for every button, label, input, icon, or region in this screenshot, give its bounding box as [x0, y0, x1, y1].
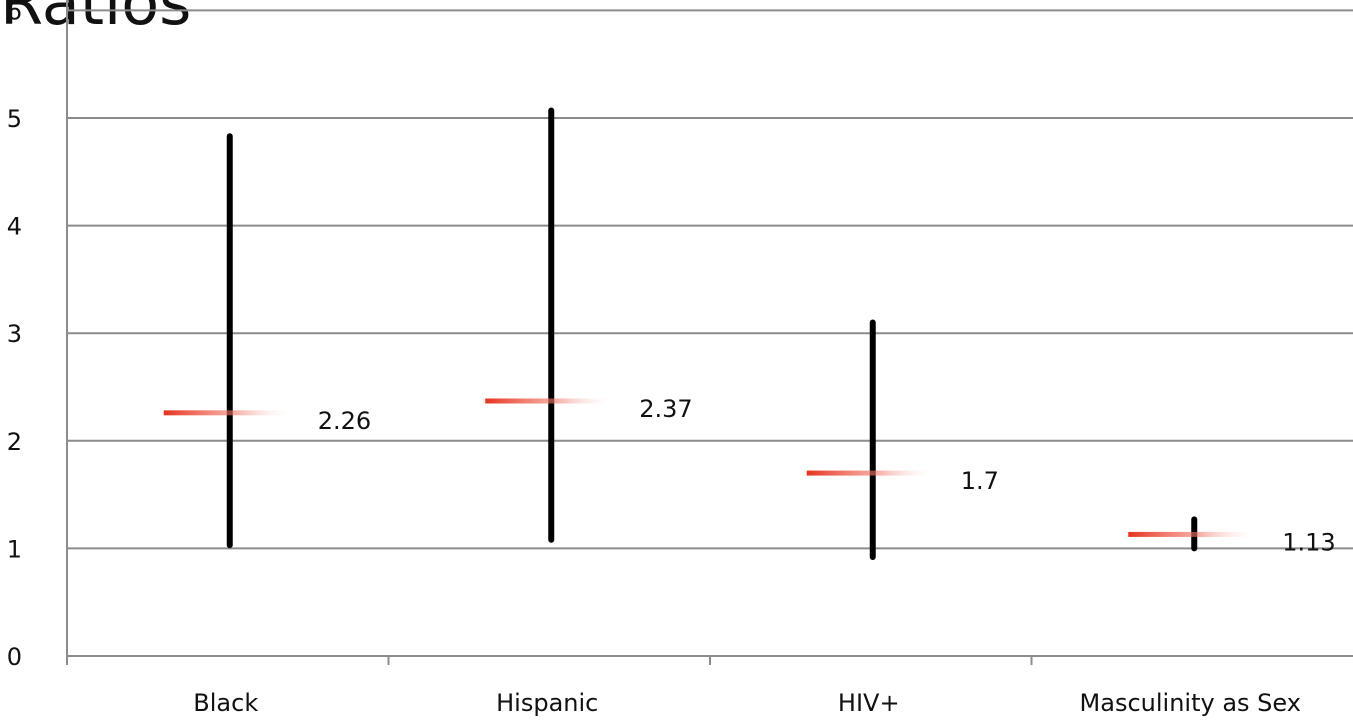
- value-label-3: 1.7: [961, 467, 999, 495]
- y-tick-label-6: 6: [7, 0, 22, 25]
- y-tick-label-1: 1: [7, 535, 22, 563]
- value-label-4: 1.13: [1282, 528, 1335, 556]
- x-category-label-3: HIV+: [838, 689, 900, 717]
- estimate-mark-1: [163, 410, 294, 416]
- y-tick-label-5: 5: [7, 105, 22, 133]
- value-label-2: 2.37: [639, 395, 692, 423]
- estimate-mark-3: [806, 470, 937, 476]
- y-tick-label-3: 3: [7, 320, 22, 348]
- axes: [66, 0, 1353, 665]
- x-category-label-1: Black: [193, 689, 258, 717]
- y-tick-label-4: 4: [7, 213, 22, 241]
- labels: 0 1 2 3 4 5 6 Black Hispanic HIV+ Masculinity as S…: [7, 0, 1336, 717]
- value-label-1: 2.26: [318, 407, 371, 435]
- data-marks: [163, 107, 1259, 561]
- x-category-label-4: Masculinity as Sex: [1080, 689, 1301, 717]
- y-tick-label-0: 0: [7, 643, 22, 671]
- x-category-label-2: Hispanic: [496, 689, 598, 717]
- estimate-mark-4: [1128, 531, 1259, 537]
- chart-title: Ratios: [0, 0, 192, 39]
- gridlines: [67, 9, 1353, 550]
- estimate-mark-2: [485, 398, 616, 404]
- y-tick-label-2: 2: [7, 428, 22, 456]
